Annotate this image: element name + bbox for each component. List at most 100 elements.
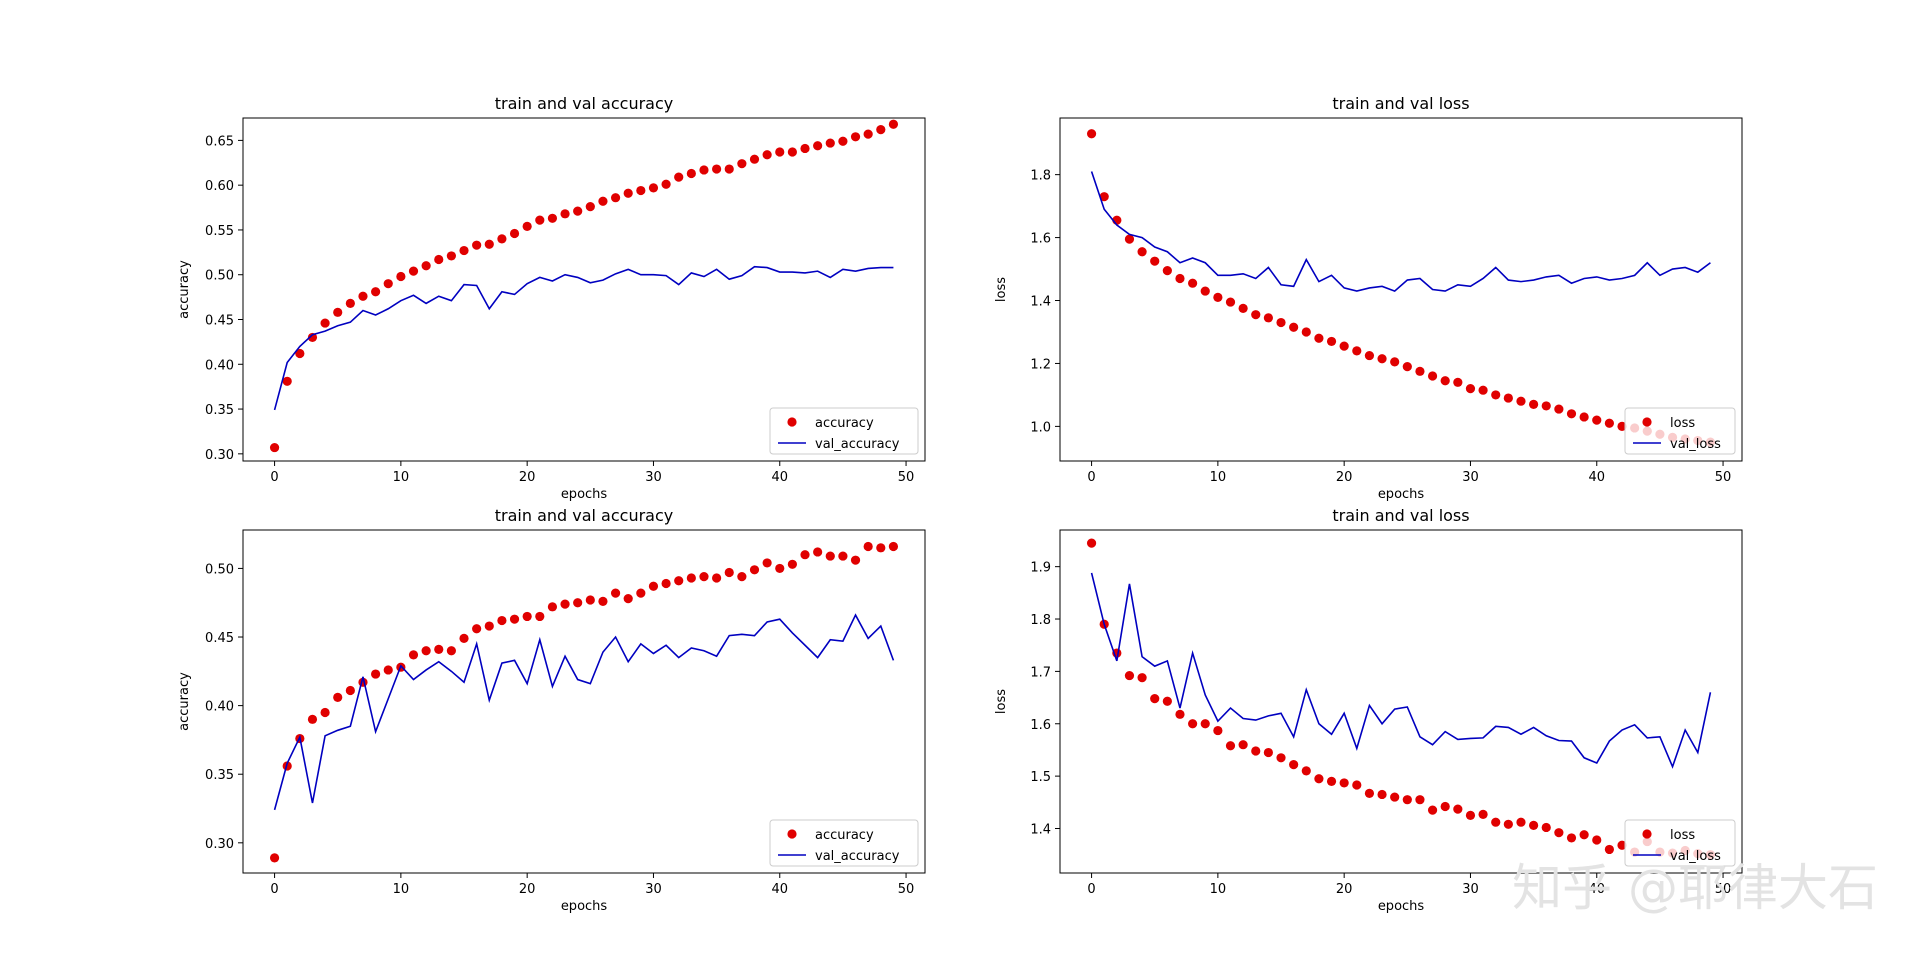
data-point-loss (1617, 840, 1627, 850)
axes-frame (1059, 117, 1743, 462)
data-point-accuracy (421, 646, 431, 656)
data-point-accuracy (497, 615, 507, 626)
data-point-loss (1352, 346, 1362, 356)
data-point-loss (1529, 820, 1539, 830)
data-point-loss (1326, 776, 1337, 786)
axes-frame (242, 117, 926, 462)
data-point-loss (1175, 709, 1185, 719)
x-tick-label: 0 (270, 882, 278, 897)
data-point-accuracy (371, 287, 381, 297)
data-point-accuracy (787, 559, 797, 569)
data-point-accuracy (472, 240, 482, 250)
data-point-accuracy (573, 598, 583, 608)
data-point-accuracy (269, 853, 280, 863)
legend-label: val_accuracy (815, 849, 900, 864)
x-tick-label: 20 (1336, 882, 1353, 897)
chart-train-val-accuracy-2: train and val accuracy 0 10 20 30 40 50 0.30 0.3… (177, 506, 926, 914)
x-tick-label: 20 (519, 882, 536, 897)
x-tick-label: 30 (645, 882, 662, 897)
y-tick-label: 0.35 (205, 403, 234, 418)
data-point-accuracy (598, 196, 608, 206)
x-tick-label: 40 (771, 882, 788, 897)
data-point-loss (1238, 303, 1248, 313)
data-point-loss (1314, 774, 1324, 784)
data-point-accuracy (825, 138, 835, 148)
data-point-loss (1289, 760, 1299, 770)
series-line-val_accuracy (273, 613, 895, 811)
chart-title: train and val accuracy (495, 94, 674, 113)
data-point-accuracy (838, 551, 848, 561)
data-point-accuracy (434, 254, 444, 265)
x-tick-label: 20 (1336, 470, 1353, 485)
data-point-accuracy (850, 555, 861, 565)
x-tick-label: 50 (898, 470, 915, 485)
data-point-accuracy (787, 147, 797, 157)
data-point-accuracy (648, 183, 659, 193)
x-tick-label: 40 (1588, 470, 1605, 485)
data-point-accuracy (497, 234, 507, 244)
data-point-accuracy (560, 209, 570, 219)
x-tick-label: 20 (519, 470, 536, 485)
data-point-accuracy (813, 547, 823, 557)
series-line-val_loss (1090, 572, 1712, 769)
y-tick-label: 1.0 (1030, 420, 1051, 435)
data-point-accuracy (699, 165, 709, 175)
data-point-accuracy (648, 581, 659, 591)
data-point-accuracy (446, 251, 456, 261)
chart-title: train and val accuracy (495, 506, 674, 525)
data-point-loss (1225, 741, 1236, 751)
data-point-loss (1276, 317, 1286, 328)
data-point-loss (1503, 819, 1513, 829)
data-point-accuracy (320, 318, 330, 328)
y-tick-label: 1.8 (1030, 169, 1051, 184)
data-point-accuracy (371, 669, 381, 679)
data-point-loss (1579, 830, 1589, 840)
data-point-loss (1263, 747, 1273, 758)
data-point-loss (1402, 361, 1412, 372)
data-point-loss (1516, 817, 1526, 827)
data-point-accuracy (421, 261, 431, 271)
y-axis-label: loss (994, 277, 1009, 302)
data-point-accuracy (509, 228, 520, 239)
data-point-accuracy (333, 307, 343, 317)
data-point-accuracy (383, 665, 393, 675)
data-point-accuracy (509, 614, 520, 624)
data-point-loss (1516, 396, 1526, 406)
data-point-accuracy (813, 141, 823, 151)
data-point-loss (1188, 278, 1198, 288)
x-tick-label: 30 (1462, 470, 1479, 485)
y-tick-label: 0.35 (205, 768, 234, 783)
data-point-loss (1541, 822, 1551, 833)
x-tick-label: 10 (1210, 882, 1227, 897)
x-tick-label: 40 (771, 470, 788, 485)
data-point-loss (1566, 409, 1577, 419)
data-point-loss (1137, 673, 1147, 683)
legend-dot-swatch (1642, 829, 1652, 839)
data-point-accuracy (408, 650, 419, 660)
data-point-accuracy (863, 541, 873, 552)
data-point-loss (1465, 384, 1476, 394)
data-point-accuracy (661, 578, 671, 589)
legend-label: loss (1670, 416, 1695, 431)
chart-title: train and val loss (1332, 506, 1469, 525)
data-point-loss (1200, 719, 1210, 729)
legend-box (769, 407, 919, 455)
legend: loss val_loss (1624, 407, 1736, 455)
data-point-loss (1251, 746, 1261, 756)
data-point-accuracy (825, 551, 835, 561)
data-point-accuracy (522, 221, 532, 231)
x-tick-label: 40 (1588, 882, 1605, 897)
axes-frame (242, 529, 926, 874)
data-point-loss (1503, 393, 1513, 403)
data-point-accuracy (408, 266, 419, 276)
data-point-loss (1478, 385, 1488, 395)
data-point-loss (1554, 404, 1564, 414)
data-point-loss (1440, 376, 1450, 386)
data-point-loss (1162, 266, 1172, 276)
legend-label: val_loss (1670, 849, 1721, 864)
y-tick-label: 0.50 (205, 269, 234, 284)
legend-label: val_accuracy (815, 437, 900, 452)
data-point-loss (1364, 788, 1375, 799)
data-point-accuracy (800, 550, 810, 560)
y-tick-label: 0.55 (205, 224, 234, 239)
